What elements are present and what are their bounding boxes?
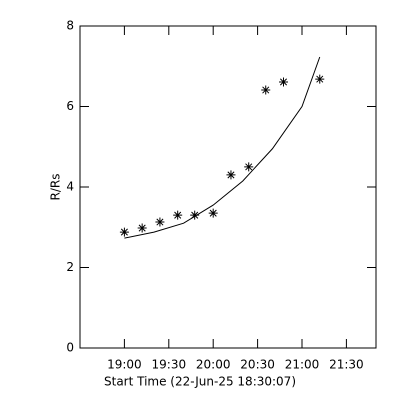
x-tick-label: 21:30 — [329, 358, 364, 372]
data-point — [226, 170, 236, 180]
data-point — [279, 77, 288, 87]
data-point — [119, 227, 129, 237]
data-point — [155, 217, 165, 227]
x-tick-label: 21:00 — [285, 358, 320, 372]
x-axis-label: Start Time (22-Jun-25 18:30:07) — [104, 375, 296, 389]
data-point — [244, 162, 254, 172]
data-point — [137, 223, 147, 233]
y-tick-label: 4 — [66, 180, 74, 194]
fit-line — [124, 56, 321, 239]
y-tick-label: 2 — [66, 260, 74, 274]
data-point — [190, 210, 200, 220]
y-tick-label: 0 — [66, 341, 74, 355]
x-tick-label: 20:30 — [240, 358, 275, 372]
x-tick-label: 20:00 — [196, 358, 231, 372]
x-tick-label: 19:30 — [152, 358, 187, 372]
data-point — [208, 208, 218, 218]
x-tick-label: 19:00 — [107, 358, 142, 372]
data-point — [173, 210, 183, 220]
data-point — [315, 74, 325, 84]
y-tick-label: 8 — [66, 19, 74, 33]
y-axis-label: R/Rs — [49, 174, 63, 201]
data-point — [261, 85, 271, 95]
y-tick-label: 6 — [66, 99, 74, 113]
